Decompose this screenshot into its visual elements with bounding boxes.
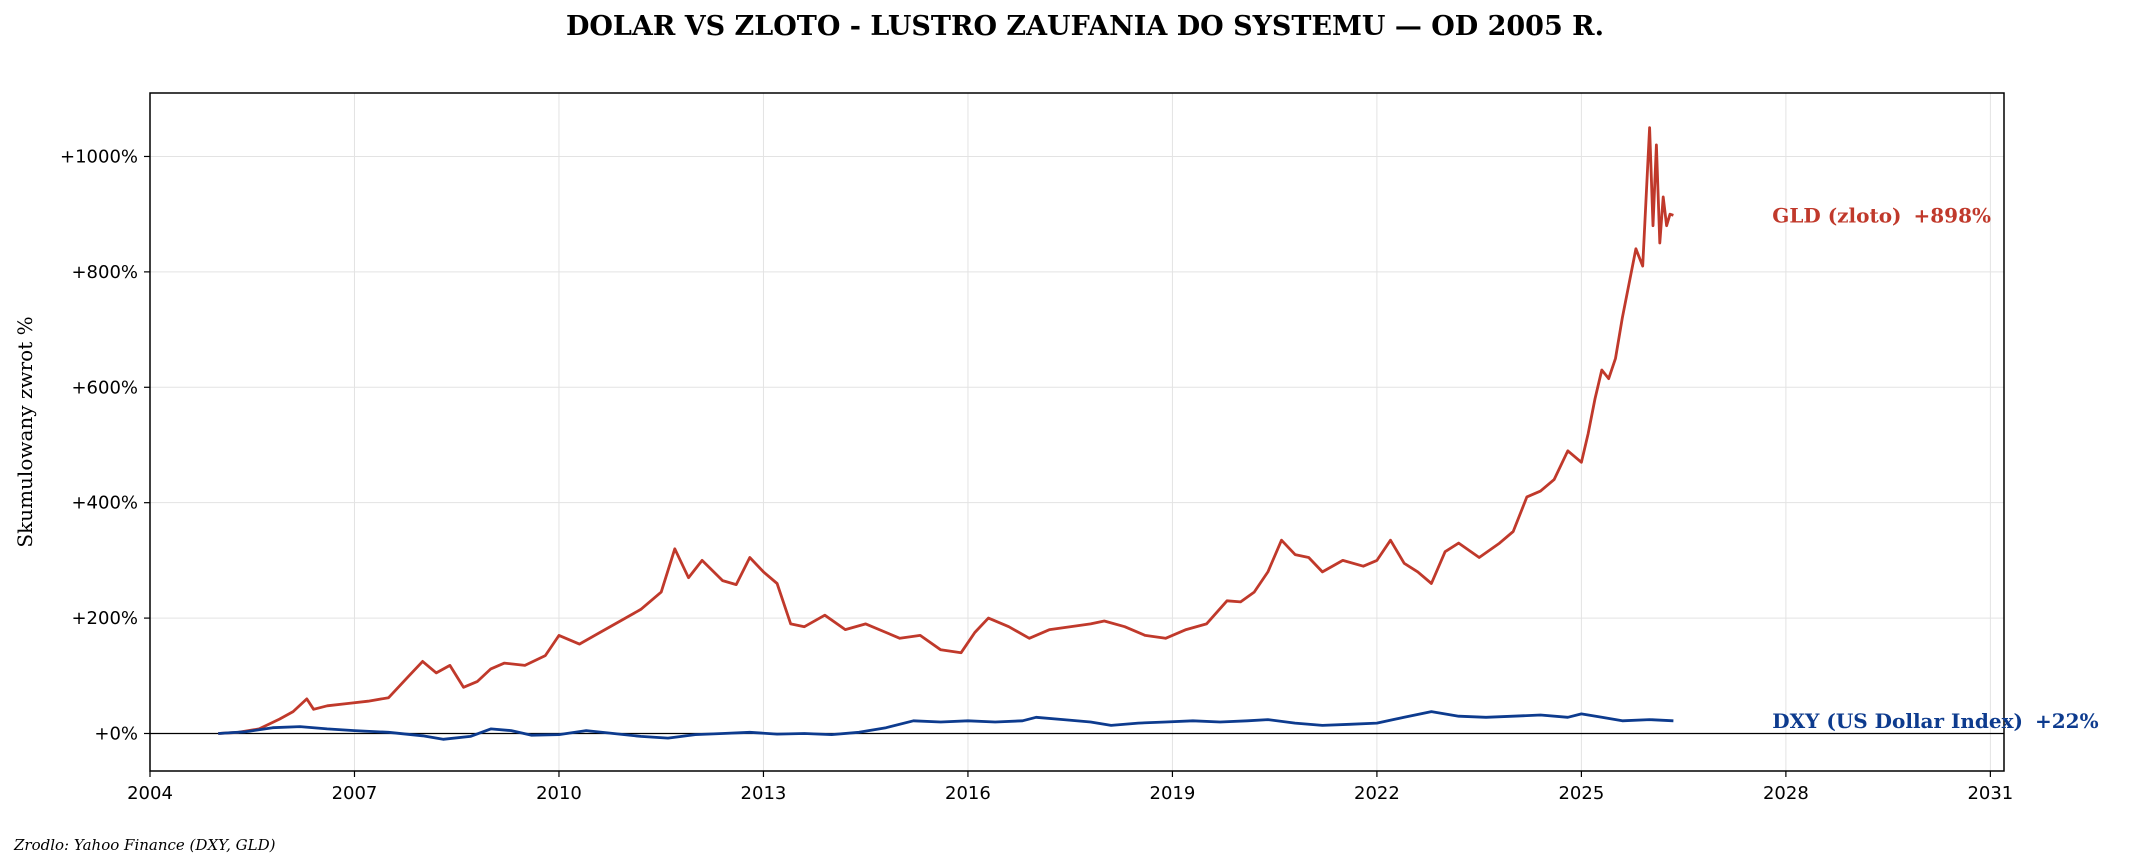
y-tick-label: +0% [94,723,138,744]
x-tick-label: 2007 [332,783,378,804]
series-lines [218,126,1674,741]
series-line-1 [218,710,1674,741]
x-tick-label: 2022 [1354,783,1400,804]
axes: 2004 2007 2010 2013 2016 2019 2022 2025 2028 2031… [60,146,2013,804]
series-end-value: +898% [1914,203,1992,227]
x-tick-label: 2031 [1967,783,2013,804]
chart-title: DOLAR VS ZLOTO - LUSTRO ZAUFANIA DO SYST… [566,11,1604,42]
x-tick-label: 2016 [945,783,991,804]
y-tick-label: +600% [71,377,138,398]
y-axis-label: Skumulowany zwrot % [13,316,37,547]
x-tick-label: 2028 [1763,783,1809,804]
series-line-0 [218,126,1674,735]
y-tick-label: +400% [71,493,138,514]
x-tick-label: 2025 [1558,783,1604,804]
series-end-label: GLD (zloto) +898% [1772,203,1991,227]
x-tick-label: 2013 [741,783,787,804]
grid [149,93,2004,771]
y-tick-label: +800% [71,262,138,283]
plot-frame [149,92,2005,772]
x-tick-label: 2019 [1150,783,1196,804]
x-tick-label: 2004 [127,783,173,804]
series-end-label: DXY (US Dollar Index) +22% [1772,709,2098,733]
y-tick-label: +1000% [60,146,138,167]
y-tick-label: +200% [71,608,138,629]
series-end-value: +22% [2035,709,2099,733]
series-name: GLD (zloto) [1772,203,1901,227]
series-end-labels: GLD (zloto) +898% DXY (US Dollar Index) +22… [1772,203,2098,732]
series-name: DXY (US Dollar Index) [1772,709,2023,733]
source-note: Zrodlo: Yahoo Finance (DXY, GLD) [13,836,276,854]
x-tick-label: 2010 [536,783,582,804]
